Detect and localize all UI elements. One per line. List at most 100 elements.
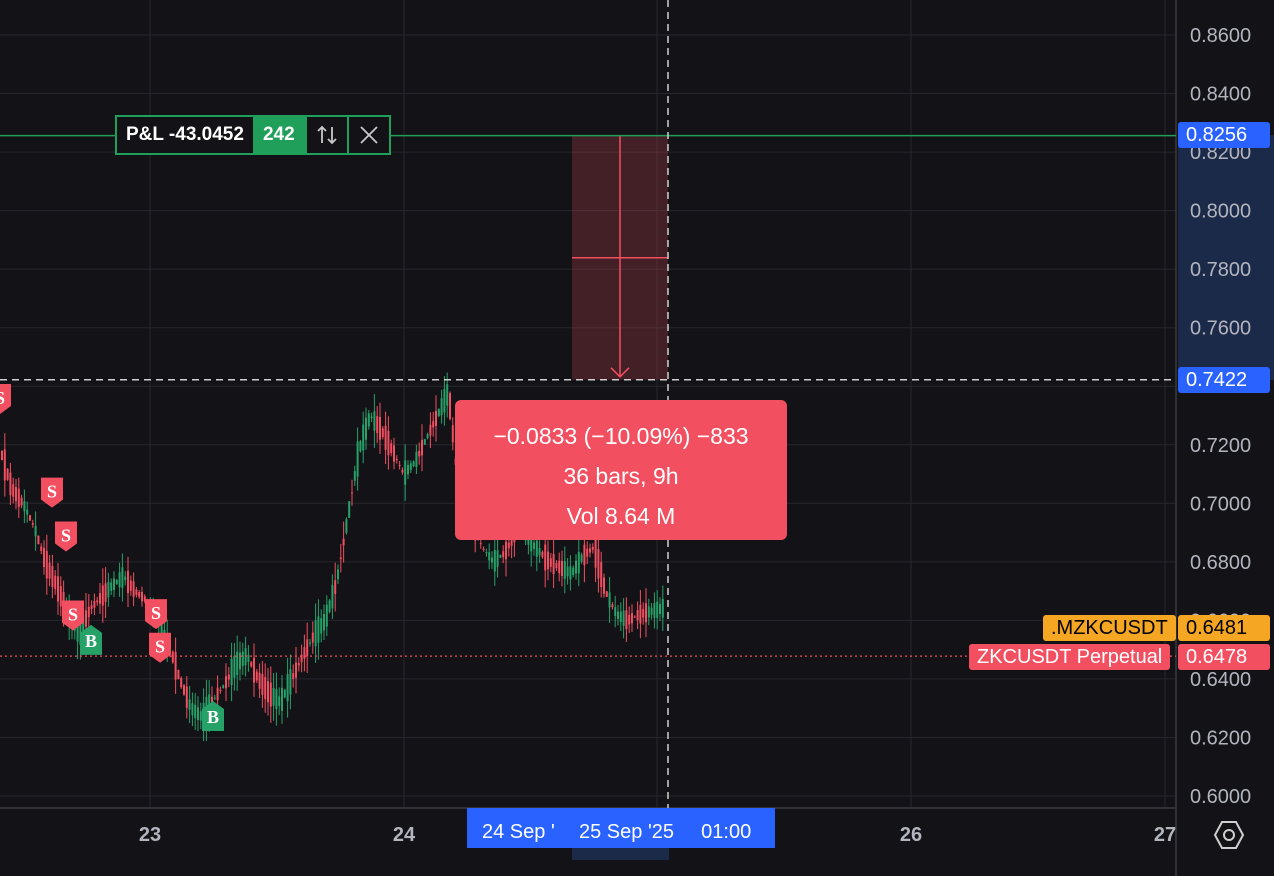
candle-body xyxy=(348,501,351,518)
candle-body xyxy=(325,604,328,627)
candle-body xyxy=(633,616,636,618)
candle-body xyxy=(614,607,617,617)
y-tick-label: 0.7000 xyxy=(1190,493,1251,515)
candle-body xyxy=(264,677,267,700)
candle-body xyxy=(379,416,381,440)
candle-body xyxy=(135,589,138,595)
candle-body xyxy=(376,416,379,434)
candle-body xyxy=(183,685,185,695)
marker-letter: S xyxy=(47,482,57,502)
candle-body xyxy=(622,610,625,626)
candle-body xyxy=(507,542,510,549)
candle-body xyxy=(107,581,110,598)
candle-body xyxy=(491,557,493,563)
candle-body xyxy=(502,551,505,558)
candle-body xyxy=(272,687,275,706)
position-pl-box[interactable]: P&L -43.0452 242 xyxy=(115,115,391,155)
sell-marker-shape xyxy=(41,477,63,508)
candle-body xyxy=(160,623,163,636)
x-axis[interactable]: 23 24 26 27 xyxy=(139,824,1176,846)
candle-body xyxy=(642,609,645,618)
marker-letter: S xyxy=(68,605,78,625)
candle-body xyxy=(555,562,558,569)
candle-body xyxy=(370,416,373,419)
candle-body xyxy=(600,562,603,588)
measure-arrow-head xyxy=(610,367,630,378)
candle-body xyxy=(401,469,404,473)
candle-body xyxy=(611,604,614,608)
crosshair-time: 01:00 xyxy=(701,821,752,843)
sell-marker: S xyxy=(55,521,77,552)
candle-body xyxy=(269,682,272,707)
candle-body xyxy=(563,560,566,579)
candle-body xyxy=(577,551,580,574)
candle-body xyxy=(43,547,45,568)
candle-body xyxy=(239,652,241,670)
candle-body xyxy=(533,542,535,549)
candle-body xyxy=(141,591,143,602)
candle-body xyxy=(493,550,496,572)
candle-body xyxy=(26,509,29,515)
candle-body xyxy=(115,580,118,584)
y-axis[interactable]: 0.86000.84000.82000.80000.78000.76000.74… xyxy=(1190,25,1251,808)
candle-body xyxy=(283,689,286,698)
candle-body xyxy=(99,593,101,604)
candle-body xyxy=(255,671,258,681)
candle-body xyxy=(15,487,17,502)
candle-body xyxy=(661,598,664,618)
measure-volume: Vol 8.64 M xyxy=(566,503,676,529)
sell-marker-shape xyxy=(62,600,84,631)
candle-body xyxy=(180,677,183,688)
candle-body xyxy=(317,616,320,643)
candle-body xyxy=(653,603,656,618)
arrows-up-down-icon[interactable] xyxy=(304,117,347,153)
candle-body xyxy=(40,546,43,551)
candle-body xyxy=(547,551,549,570)
candle-body xyxy=(429,424,432,436)
candle-body xyxy=(479,543,482,545)
position-price-tag: 0.8256 xyxy=(1178,122,1270,148)
chart-grid xyxy=(0,0,1177,876)
candle-body xyxy=(45,550,48,579)
candle-body xyxy=(323,614,325,631)
candle-body xyxy=(124,576,127,581)
close-icon[interactable] xyxy=(346,117,389,153)
highlight-band xyxy=(1178,135,1274,380)
candle-body xyxy=(384,425,387,450)
candle-body xyxy=(219,689,222,691)
candle-body xyxy=(407,464,409,475)
candle-body xyxy=(351,492,353,494)
last-price-tag: 0.6478 xyxy=(1178,644,1270,670)
candle-body xyxy=(3,449,6,481)
y-tick-label: 0.7600 xyxy=(1190,318,1251,340)
y-tick-label: 0.6800 xyxy=(1190,552,1251,574)
candle-body xyxy=(104,583,107,602)
candle-body xyxy=(225,676,227,689)
measure-bars: 36 bars, 9h xyxy=(563,463,679,489)
candle-body xyxy=(345,519,348,533)
candle-body xyxy=(505,541,507,560)
marker-letter: S xyxy=(61,526,71,546)
y-tick-label: 0.8400 xyxy=(1190,84,1251,106)
candle-body xyxy=(300,654,303,663)
candle-body xyxy=(398,465,401,467)
sell-marker-shape xyxy=(149,632,171,663)
candle-body xyxy=(387,430,390,456)
candle-body xyxy=(87,606,90,618)
candle-body xyxy=(281,687,283,711)
candle-body xyxy=(334,580,337,594)
candle-body xyxy=(171,651,174,663)
buy-marker-shape xyxy=(202,700,224,731)
candle-body xyxy=(185,686,188,708)
candle-body xyxy=(362,424,365,451)
trade-markers: SSSSBSSB xyxy=(0,383,224,731)
index-price-tag: 0.6481 xyxy=(1178,615,1270,641)
candle-body xyxy=(608,592,611,608)
measure-change: −0.0833 (−10.09%) −833 xyxy=(493,423,749,449)
candle-body xyxy=(6,468,9,480)
candle-body xyxy=(247,654,250,663)
candle-body xyxy=(129,580,132,591)
gear-icon[interactable] xyxy=(1212,818,1246,852)
symbol-tag: ZKCUSDT Perpetual xyxy=(969,644,1171,670)
